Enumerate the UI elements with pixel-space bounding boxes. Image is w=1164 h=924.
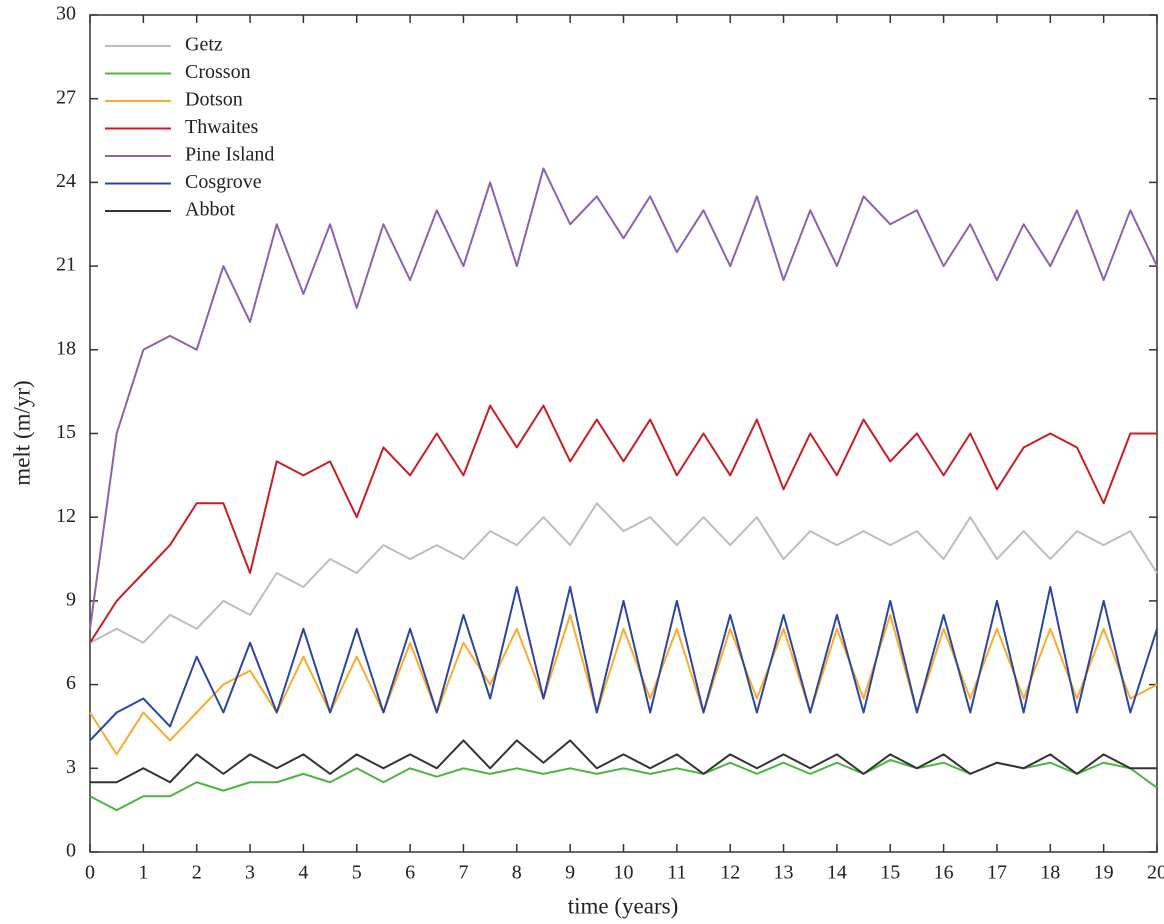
x-tick-label: 12: [720, 862, 740, 884]
x-tick-label: 6: [405, 862, 415, 884]
x-tick-label: 13: [774, 862, 794, 884]
legend-label: Thwaites: [185, 116, 259, 138]
series-line: [89, 167, 1158, 629]
x-tick-label: 14: [827, 862, 847, 884]
x-tick-label: 3: [245, 862, 255, 884]
x-tick-label: 10: [614, 862, 634, 884]
x-tick-label: 9: [565, 862, 575, 884]
x-tick-label: 18: [1040, 862, 1060, 884]
x-tick-label: 4: [298, 862, 308, 884]
series-line: [89, 502, 1158, 644]
legend-label: Getz: [185, 34, 223, 56]
x-tick-label: 15: [880, 862, 900, 884]
y-axis-label: melt (m/yr): [9, 380, 34, 485]
x-tick-label: 20: [1147, 862, 1164, 884]
y-tick-label: 27: [56, 86, 76, 108]
y-tick-label: 21: [56, 254, 76, 276]
legend-label: Dotson: [185, 89, 243, 111]
legend-label: Crosson: [185, 61, 251, 83]
y-tick-label: 15: [56, 421, 76, 443]
series-line: [89, 758, 1158, 812]
x-tick-label: 8: [512, 862, 522, 884]
y-tick-label: 24: [56, 170, 76, 192]
x-tick-label: 11: [667, 862, 686, 884]
series-line: [89, 613, 1158, 756]
series-line: [89, 404, 1157, 644]
y-tick-label: 18: [56, 337, 76, 359]
legend-label: Pine Island: [185, 144, 274, 166]
plot-frame: [89, 14, 1158, 853]
series-line: [89, 585, 1158, 742]
x-tick-label: 5: [352, 862, 362, 884]
x-axis-label: time (years): [568, 893, 678, 918]
y-tick-label: 30: [56, 3, 76, 25]
x-tick-label: 0: [85, 862, 95, 884]
y-tick-label: 9: [66, 588, 76, 610]
x-tick-label: 1: [138, 862, 148, 884]
y-tick-label: 3: [66, 756, 76, 778]
legend-label: Cosgrove: [185, 171, 262, 193]
y-tick-label: 6: [66, 672, 76, 694]
series-line: [90, 739, 1157, 784]
legend-label: Abbot: [185, 199, 235, 221]
x-tick-label: 16: [934, 862, 954, 884]
x-tick-label: 17: [987, 862, 1007, 884]
y-tick-label: 0: [66, 840, 76, 862]
x-tick-label: 19: [1094, 862, 1114, 884]
x-tick-label: 7: [458, 862, 468, 884]
x-tick-label: 2: [192, 862, 202, 884]
y-tick-label: 12: [56, 505, 76, 527]
